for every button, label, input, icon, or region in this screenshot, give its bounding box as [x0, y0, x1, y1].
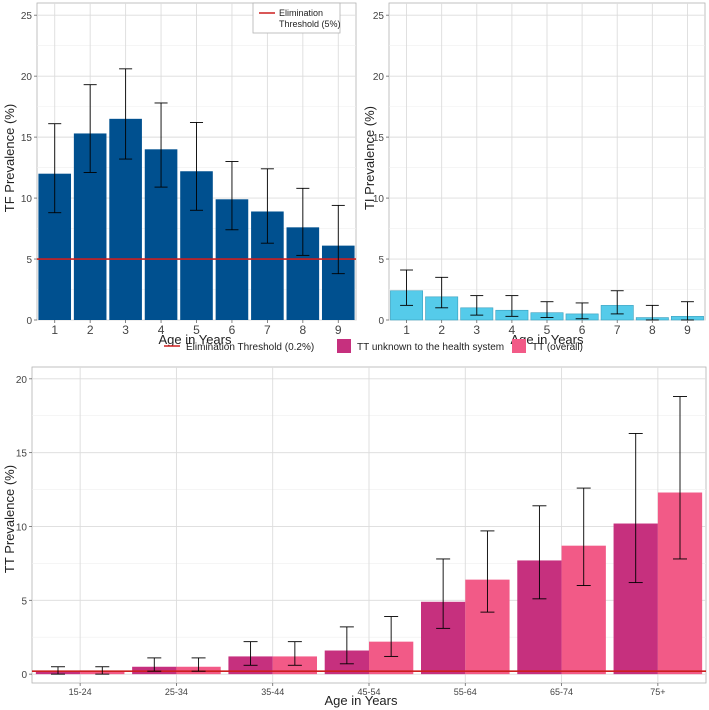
ti-x-tick-label: 7	[614, 323, 621, 337]
tt-legend: Elimination Threshold (0.2%) TT unknown …	[164, 339, 583, 353]
tf-x-axis-label: Age in Years	[158, 332, 232, 347]
ti-y-tick-label: 5	[378, 255, 384, 266]
tf-y-tick-label: 20	[21, 72, 33, 83]
ti-x-tick-label: 1	[403, 323, 410, 337]
ti-x-axis-label: Age in Years	[510, 332, 584, 347]
ti-x-tick-label: 9	[684, 323, 691, 337]
tf-y-tick-label: 15	[21, 133, 33, 144]
tf-legend-label-line1: Elimination	[279, 8, 323, 18]
tf-legend-label-line2: Threshold (5%)	[279, 19, 341, 29]
tf-y-tick-label: 5	[26, 255, 32, 266]
ti-x-tick-label: 5	[544, 323, 551, 337]
tt-x-tick-label: 55-64	[454, 687, 477, 697]
ti-prevalence-chart: 0 5 10 15 20 25 1 2 3 4 5 6 7 8 9 TI Prevalence (%) Age …	[362, 2, 706, 347]
tf-x-tick-label: 8	[299, 323, 306, 337]
tf-y-axis-label: TF Prevalence (%)	[2, 104, 17, 212]
tt-legend-threshold-label: Elimination Threshold (0.2%)	[186, 342, 314, 353]
tf-prevalence-chart: 0 5 10 15 20 25 1 2 3 4 5 6 7 8 9 TF Prevalence (%) Age …	[2, 2, 357, 347]
tt-x-tick-label: 45-54	[357, 687, 380, 697]
tt-legend-unknown-swatch	[337, 339, 351, 353]
tt-legend-overall-swatch	[512, 339, 526, 353]
tf-x-tick-label: 9	[335, 323, 342, 337]
ti-x-tick-label: 8	[649, 323, 656, 337]
tt-x-tick-label: 25-34	[165, 687, 188, 697]
tf-x-tick-label: 1	[51, 323, 58, 337]
ti-y-tick-label: 20	[373, 72, 385, 83]
tt-y-tick-label: 20	[16, 375, 28, 386]
ti-y-tick-label: 25	[373, 11, 385, 22]
tt-x-tick-label: 15-24	[69, 687, 92, 697]
tf-legend-box	[252, 2, 341, 34]
tf-y-tick-label: 0	[26, 316, 32, 327]
tf-x-tick-label: 5	[193, 323, 200, 337]
tf-x-tick-label: 2	[87, 323, 94, 337]
tt-legend-overall-label: TT (overall)	[532, 342, 583, 353]
tf-legend: Elimination Threshold (5%)	[252, 2, 341, 34]
tt-x-tick-label: 65-74	[550, 687, 573, 697]
tt-y-tick-label: 15	[16, 449, 28, 460]
tf-x-tick-label: 7	[264, 323, 271, 337]
tt-x-axis-label: Age in Years	[324, 693, 398, 708]
ti-x-tick-label: 4	[509, 323, 516, 337]
ti-y-tick-label: 10	[373, 194, 385, 205]
tf-y-tick-label: 10	[21, 194, 33, 205]
ti-x-tick-label: 6	[579, 323, 586, 337]
tt-x-tick-label: 75+	[650, 687, 665, 697]
tt-legend-unknown-label: TT unknown to the health system	[357, 342, 504, 353]
ti-y-tick-label: 0	[378, 316, 384, 327]
ti-y-axis-label: TI Prevalence (%)	[362, 106, 377, 210]
ti-x-tick-label: 2	[438, 323, 445, 337]
tt-x-tick-label: 35-44	[261, 687, 284, 697]
tf-x-tick-label: 6	[229, 323, 236, 337]
tf-x-tick-label: 4	[158, 323, 165, 337]
tt-prevalence-chart: 0 5 10 15 20 15-24 25-34 35-44 45-54 55-64 65-74 75…	[2, 366, 707, 708]
tt-y-tick-label: 5	[21, 596, 27, 607]
tf-x-tick-label: 3	[122, 323, 129, 337]
tt-y-tick-label: 0	[21, 670, 27, 681]
tt-y-axis-label: TT Prevalence (%)	[2, 465, 17, 573]
ti-y-tick-label: 15	[373, 133, 385, 144]
tf-y-tick-label: 25	[21, 11, 33, 22]
tt-y-tick-label: 10	[16, 522, 28, 533]
ti-x-tick-label: 3	[473, 323, 480, 337]
